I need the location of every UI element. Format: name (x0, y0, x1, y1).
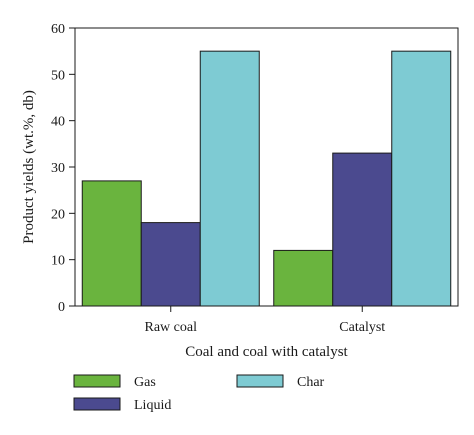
legend-label-gas: Gas (134, 375, 156, 390)
legend: Gas Liquid Char (73, 374, 325, 413)
y-axis-ticks: 0 10 20 30 40 50 60 (51, 22, 75, 315)
bar-liquid-catalyst (332, 152, 393, 307)
y-tick-label: 50 (51, 68, 65, 83)
x-axis-label: Coal and coal with catalyst (185, 344, 348, 360)
legend-swatch-char (236, 374, 284, 388)
y-tick-label: 10 (51, 254, 65, 269)
bar-char-raw-coal (199, 50, 260, 307)
y-tick-label: 60 (51, 22, 65, 37)
bar-gas-catalyst (273, 249, 334, 307)
x-tick-label: Raw coal (145, 320, 198, 335)
y-tick-label: 30 (51, 161, 65, 176)
y-axis-label: Product yields (wt.%, db) (21, 90, 37, 244)
bar-gas-raw-coal (81, 180, 142, 307)
y-tick-label: 0 (58, 300, 65, 315)
bar-char-catalyst (391, 50, 452, 307)
legend-swatch-liquid (73, 397, 121, 411)
bar-liquid-raw-coal (140, 222, 201, 307)
legend-label-liquid: Liquid (134, 398, 171, 413)
legend-swatch-gas (73, 374, 121, 388)
bars-group (81, 50, 452, 307)
legend-label-char: Char (297, 375, 325, 390)
y-tick-label: 40 (51, 115, 65, 130)
x-tick-label: Catalyst (339, 320, 385, 335)
x-axis-ticks: Raw coal Catalyst (145, 306, 385, 335)
y-tick-label: 20 (51, 207, 65, 222)
